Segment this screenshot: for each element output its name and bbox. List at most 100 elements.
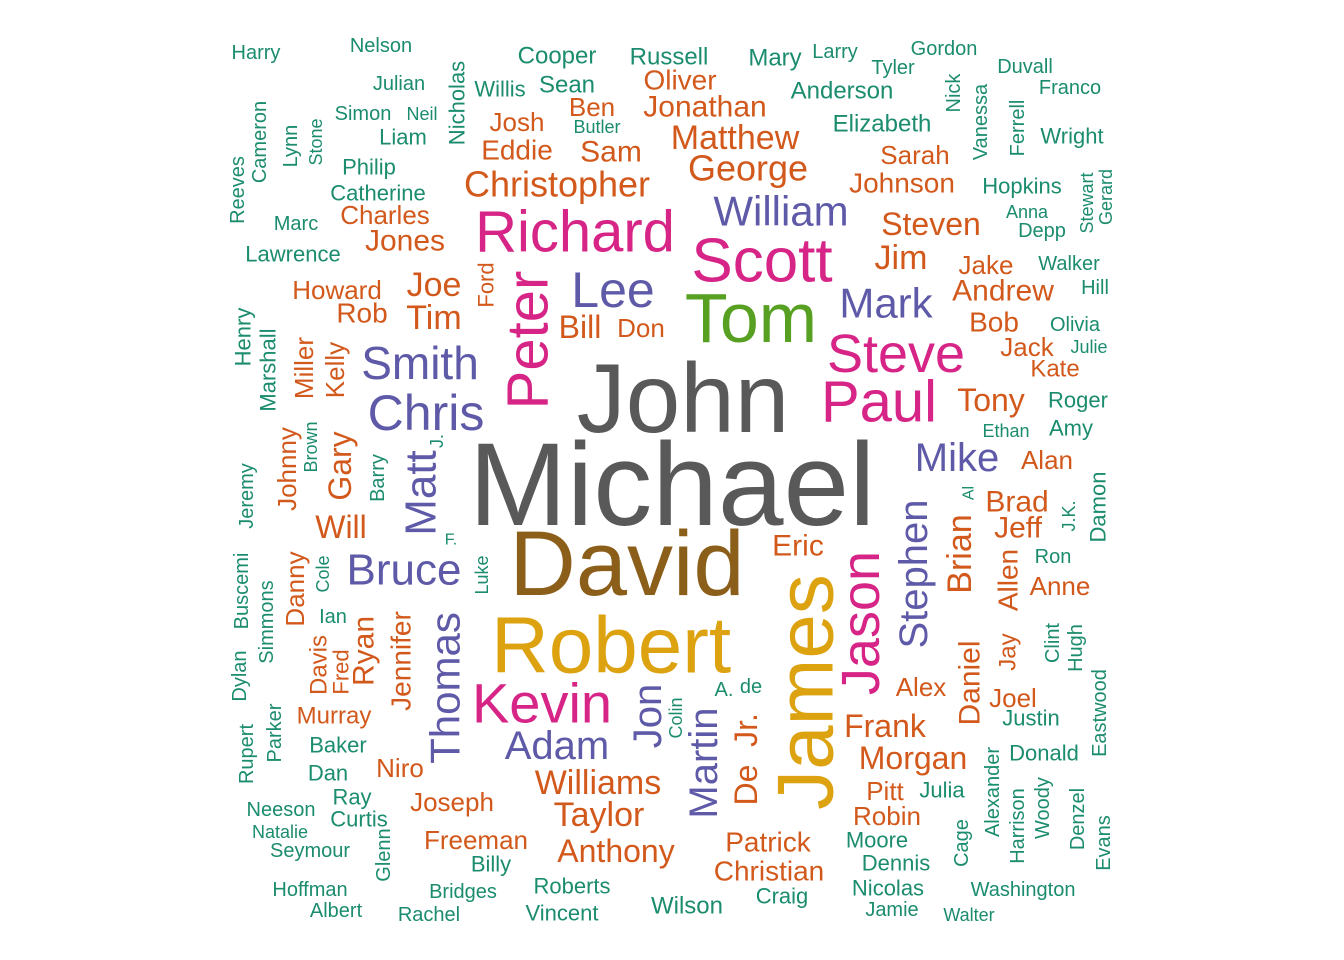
word-russell: Russell bbox=[630, 44, 709, 71]
word-vanessa: Vanessa bbox=[970, 83, 992, 160]
word-jamie: Jamie bbox=[865, 899, 918, 921]
word-damon: Damon bbox=[1086, 472, 1111, 543]
word-josh: Josh bbox=[490, 107, 545, 137]
word-jones: Jones bbox=[365, 225, 445, 258]
word-niro: Niro bbox=[376, 753, 424, 783]
word-neil: Neil bbox=[406, 104, 437, 124]
word-brown: Brown bbox=[301, 421, 321, 472]
word-roberts: Roberts bbox=[533, 874, 610, 899]
word-parker: Parker bbox=[264, 703, 286, 762]
word-scott: Scott bbox=[691, 227, 832, 296]
word-joe: Joe bbox=[407, 266, 462, 304]
word-morgan: Morgan bbox=[859, 740, 968, 776]
word-taylor: Taylor bbox=[554, 796, 645, 834]
word-lawrence: Lawrence bbox=[245, 242, 340, 267]
word-will: Will bbox=[315, 509, 367, 545]
word-james: James bbox=[761, 574, 850, 810]
word-larry: Larry bbox=[812, 41, 858, 63]
word-fred: Fred bbox=[329, 649, 354, 694]
word-f: F. bbox=[445, 532, 457, 549]
word-sarah: Sarah bbox=[880, 140, 949, 170]
word-hill: Hill bbox=[1081, 277, 1109, 299]
word-kate: Kate bbox=[1030, 356, 1079, 383]
word-tom: Tom bbox=[685, 279, 817, 357]
word-bruce: Bruce bbox=[347, 546, 462, 595]
word-michael: Michael bbox=[469, 419, 876, 551]
word-wilson: Wilson bbox=[651, 893, 723, 920]
word-franco: Franco bbox=[1039, 77, 1101, 99]
word-daniel: Daniel bbox=[954, 640, 987, 725]
word-eastwood: Eastwood bbox=[1089, 669, 1111, 757]
word-murray: Murray bbox=[297, 703, 372, 730]
word-pitt: Pitt bbox=[866, 776, 904, 806]
word-ian: Ian bbox=[319, 606, 347, 628]
word-william: William bbox=[713, 188, 848, 235]
word-peter: Peter bbox=[496, 271, 561, 410]
word-denzel: Denzel bbox=[1067, 788, 1089, 850]
word-ray: Ray bbox=[332, 785, 371, 810]
word-johnny: Johnny bbox=[272, 427, 302, 511]
word-glenn: Glenn bbox=[373, 828, 395, 881]
word-mark: Mark bbox=[839, 280, 933, 327]
word-allen: Allen bbox=[993, 549, 1024, 611]
word-craig: Craig bbox=[756, 884, 809, 909]
word-martin: Martin bbox=[682, 707, 726, 818]
word-stewart: Stewart bbox=[1077, 172, 1097, 233]
word-ford: Ford bbox=[474, 262, 499, 307]
word-bridges: Bridges bbox=[429, 881, 497, 903]
word-elizabeth: Elizabeth bbox=[833, 111, 932, 138]
word-rob: Rob bbox=[336, 298, 387, 329]
word-hoffman: Hoffman bbox=[272, 879, 347, 901]
word-don: Don bbox=[617, 313, 665, 343]
word-chris: Chris bbox=[368, 385, 485, 441]
word-andrew: Andrew bbox=[952, 275, 1054, 308]
word-nicolas: Nicolas bbox=[852, 876, 924, 901]
word-jake: Jake bbox=[959, 250, 1014, 280]
word-freeman: Freeman bbox=[424, 825, 528, 855]
word-paul: Paul bbox=[821, 370, 937, 435]
word-steve: Steve bbox=[827, 324, 965, 384]
word-steven: Steven bbox=[881, 206, 981, 242]
word-duvall: Duvall bbox=[997, 56, 1053, 78]
word-j: J. bbox=[427, 434, 447, 448]
word-baker: Baker bbox=[309, 733, 366, 758]
word-simmons: Simmons bbox=[256, 580, 278, 663]
word-bob: Bob bbox=[969, 307, 1019, 338]
word-tyler: Tyler bbox=[871, 57, 915, 79]
word-wright: Wright bbox=[1040, 124, 1103, 149]
word-justin: Justin bbox=[1002, 706, 1059, 731]
word-amy: Amy bbox=[1049, 416, 1093, 441]
word-ryan: Ryan bbox=[348, 616, 381, 686]
word-liam: Liam bbox=[379, 125, 427, 150]
word-walter: Walter bbox=[943, 905, 994, 925]
word-catherine: Catherine bbox=[330, 181, 425, 206]
word-donald: Donald bbox=[1009, 741, 1079, 766]
word-oliver: Oliver bbox=[643, 65, 716, 96]
word-mike: Mike bbox=[915, 436, 999, 480]
word-anna: Anna bbox=[1006, 202, 1049, 222]
word-lynn: Lynn bbox=[280, 125, 302, 168]
word-jeremy: Jeremy bbox=[236, 463, 258, 529]
word-williams: Williams bbox=[535, 764, 662, 802]
word-cameron: Cameron bbox=[249, 101, 271, 183]
word-butler: Butler bbox=[573, 117, 620, 137]
word-frank: Frank bbox=[844, 708, 927, 744]
word-colin: Colin bbox=[666, 697, 686, 738]
word-de: de bbox=[740, 676, 762, 698]
word-reeves: Reeves bbox=[227, 156, 249, 224]
word-joseph: Joseph bbox=[410, 787, 494, 817]
word-depp: Depp bbox=[1018, 220, 1066, 242]
word-jim: Jim bbox=[875, 239, 928, 277]
word-alex: Alex bbox=[896, 672, 947, 702]
word-robert: Robert bbox=[491, 601, 731, 690]
word-stephen: Stephen bbox=[892, 499, 936, 648]
word-j-k: J.K. bbox=[1059, 500, 1079, 531]
word-dennis: Dennis bbox=[862, 851, 930, 876]
word-jennifer: Jennifer bbox=[386, 611, 417, 711]
word-bill: Bill bbox=[559, 309, 602, 345]
word-roger: Roger bbox=[1048, 388, 1108, 413]
word-matt: Matt bbox=[397, 450, 446, 536]
word-david: David bbox=[509, 513, 744, 615]
word-moore: Moore bbox=[846, 828, 908, 853]
